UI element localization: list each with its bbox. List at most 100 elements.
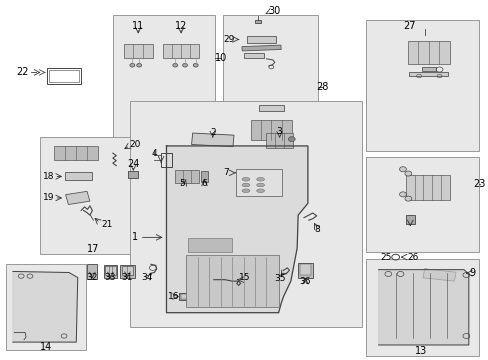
Bar [120, 265, 135, 278]
Text: 10: 10 [215, 53, 227, 63]
Bar [49, 69, 79, 82]
Bar [161, 153, 171, 167]
Text: 19: 19 [42, 193, 54, 202]
Bar [366, 259, 478, 356]
Circle shape [399, 192, 406, 197]
Text: 36: 36 [299, 276, 310, 285]
Ellipse shape [256, 177, 264, 181]
Circle shape [399, 167, 406, 172]
Text: 5: 5 [179, 179, 184, 188]
Bar [235, 169, 282, 196]
Text: 32: 32 [86, 273, 98, 282]
Bar [366, 157, 478, 252]
Text: 25: 25 [380, 253, 391, 262]
Ellipse shape [242, 183, 249, 187]
Bar [180, 294, 191, 299]
Bar [113, 15, 215, 137]
Bar [130, 101, 361, 327]
Bar [179, 293, 192, 301]
Bar [259, 105, 283, 111]
Bar [163, 44, 199, 58]
Bar [122, 266, 133, 275]
Text: 14: 14 [40, 342, 52, 352]
Text: 16: 16 [168, 292, 179, 301]
Circle shape [404, 196, 411, 201]
Text: 3: 3 [276, 127, 282, 136]
Text: 26: 26 [406, 253, 418, 262]
Bar [175, 171, 198, 183]
Bar [103, 265, 117, 278]
Polygon shape [166, 146, 307, 313]
Circle shape [172, 63, 177, 67]
Bar [408, 72, 447, 76]
Circle shape [404, 171, 411, 176]
Bar [40, 137, 147, 253]
Bar [366, 21, 478, 151]
Bar [244, 53, 264, 58]
Text: 28: 28 [316, 82, 328, 92]
Ellipse shape [256, 189, 264, 193]
Bar [128, 171, 138, 178]
Bar [298, 263, 312, 278]
Bar [242, 45, 281, 51]
Text: 31: 31 [122, 273, 133, 282]
Bar [255, 20, 261, 23]
Text: 33: 33 [104, 273, 116, 282]
Bar [47, 68, 81, 84]
Text: 29: 29 [223, 35, 234, 44]
Bar [246, 36, 276, 42]
Text: 27: 27 [402, 21, 415, 31]
Polygon shape [378, 270, 468, 345]
Bar [65, 192, 90, 204]
Text: 34: 34 [141, 273, 152, 282]
Ellipse shape [242, 177, 249, 181]
Bar [87, 264, 97, 279]
Text: 8: 8 [314, 225, 320, 234]
Bar [422, 269, 455, 281]
Text: 22: 22 [16, 67, 28, 77]
Bar [407, 41, 448, 64]
Text: 11: 11 [132, 21, 144, 31]
Text: 9: 9 [468, 268, 475, 278]
Bar [405, 175, 449, 201]
Text: 13: 13 [414, 346, 426, 356]
Bar [300, 264, 310, 275]
Text: 23: 23 [472, 179, 485, 189]
Text: 7: 7 [223, 168, 228, 177]
Text: 35: 35 [273, 274, 285, 283]
Circle shape [193, 63, 198, 67]
Ellipse shape [242, 189, 249, 193]
Text: 30: 30 [268, 6, 280, 17]
Text: 20: 20 [129, 140, 140, 149]
Circle shape [137, 63, 142, 67]
Bar [65, 172, 92, 180]
Text: 2: 2 [209, 128, 215, 137]
Text: 4: 4 [151, 149, 157, 158]
Bar [250, 120, 291, 140]
Text: 21: 21 [101, 220, 112, 229]
Circle shape [182, 63, 187, 67]
Text: 18: 18 [42, 172, 54, 181]
Text: 24: 24 [127, 159, 139, 169]
Bar [188, 238, 232, 252]
Bar [105, 266, 116, 275]
Bar [185, 255, 278, 307]
Circle shape [288, 136, 295, 141]
Polygon shape [13, 271, 78, 342]
Bar [54, 146, 98, 160]
Text: 15: 15 [238, 273, 250, 282]
Bar [191, 133, 234, 147]
Text: 12: 12 [175, 21, 187, 31]
Circle shape [130, 63, 135, 67]
Bar [5, 264, 86, 350]
Ellipse shape [256, 183, 264, 187]
Text: 17: 17 [87, 244, 100, 254]
Text: 1: 1 [132, 232, 138, 242]
Bar [421, 67, 435, 71]
Text: 6: 6 [201, 179, 207, 188]
Bar [123, 44, 153, 58]
Bar [405, 215, 414, 224]
Bar [222, 15, 317, 169]
Bar [265, 134, 292, 148]
Bar [201, 171, 208, 182]
